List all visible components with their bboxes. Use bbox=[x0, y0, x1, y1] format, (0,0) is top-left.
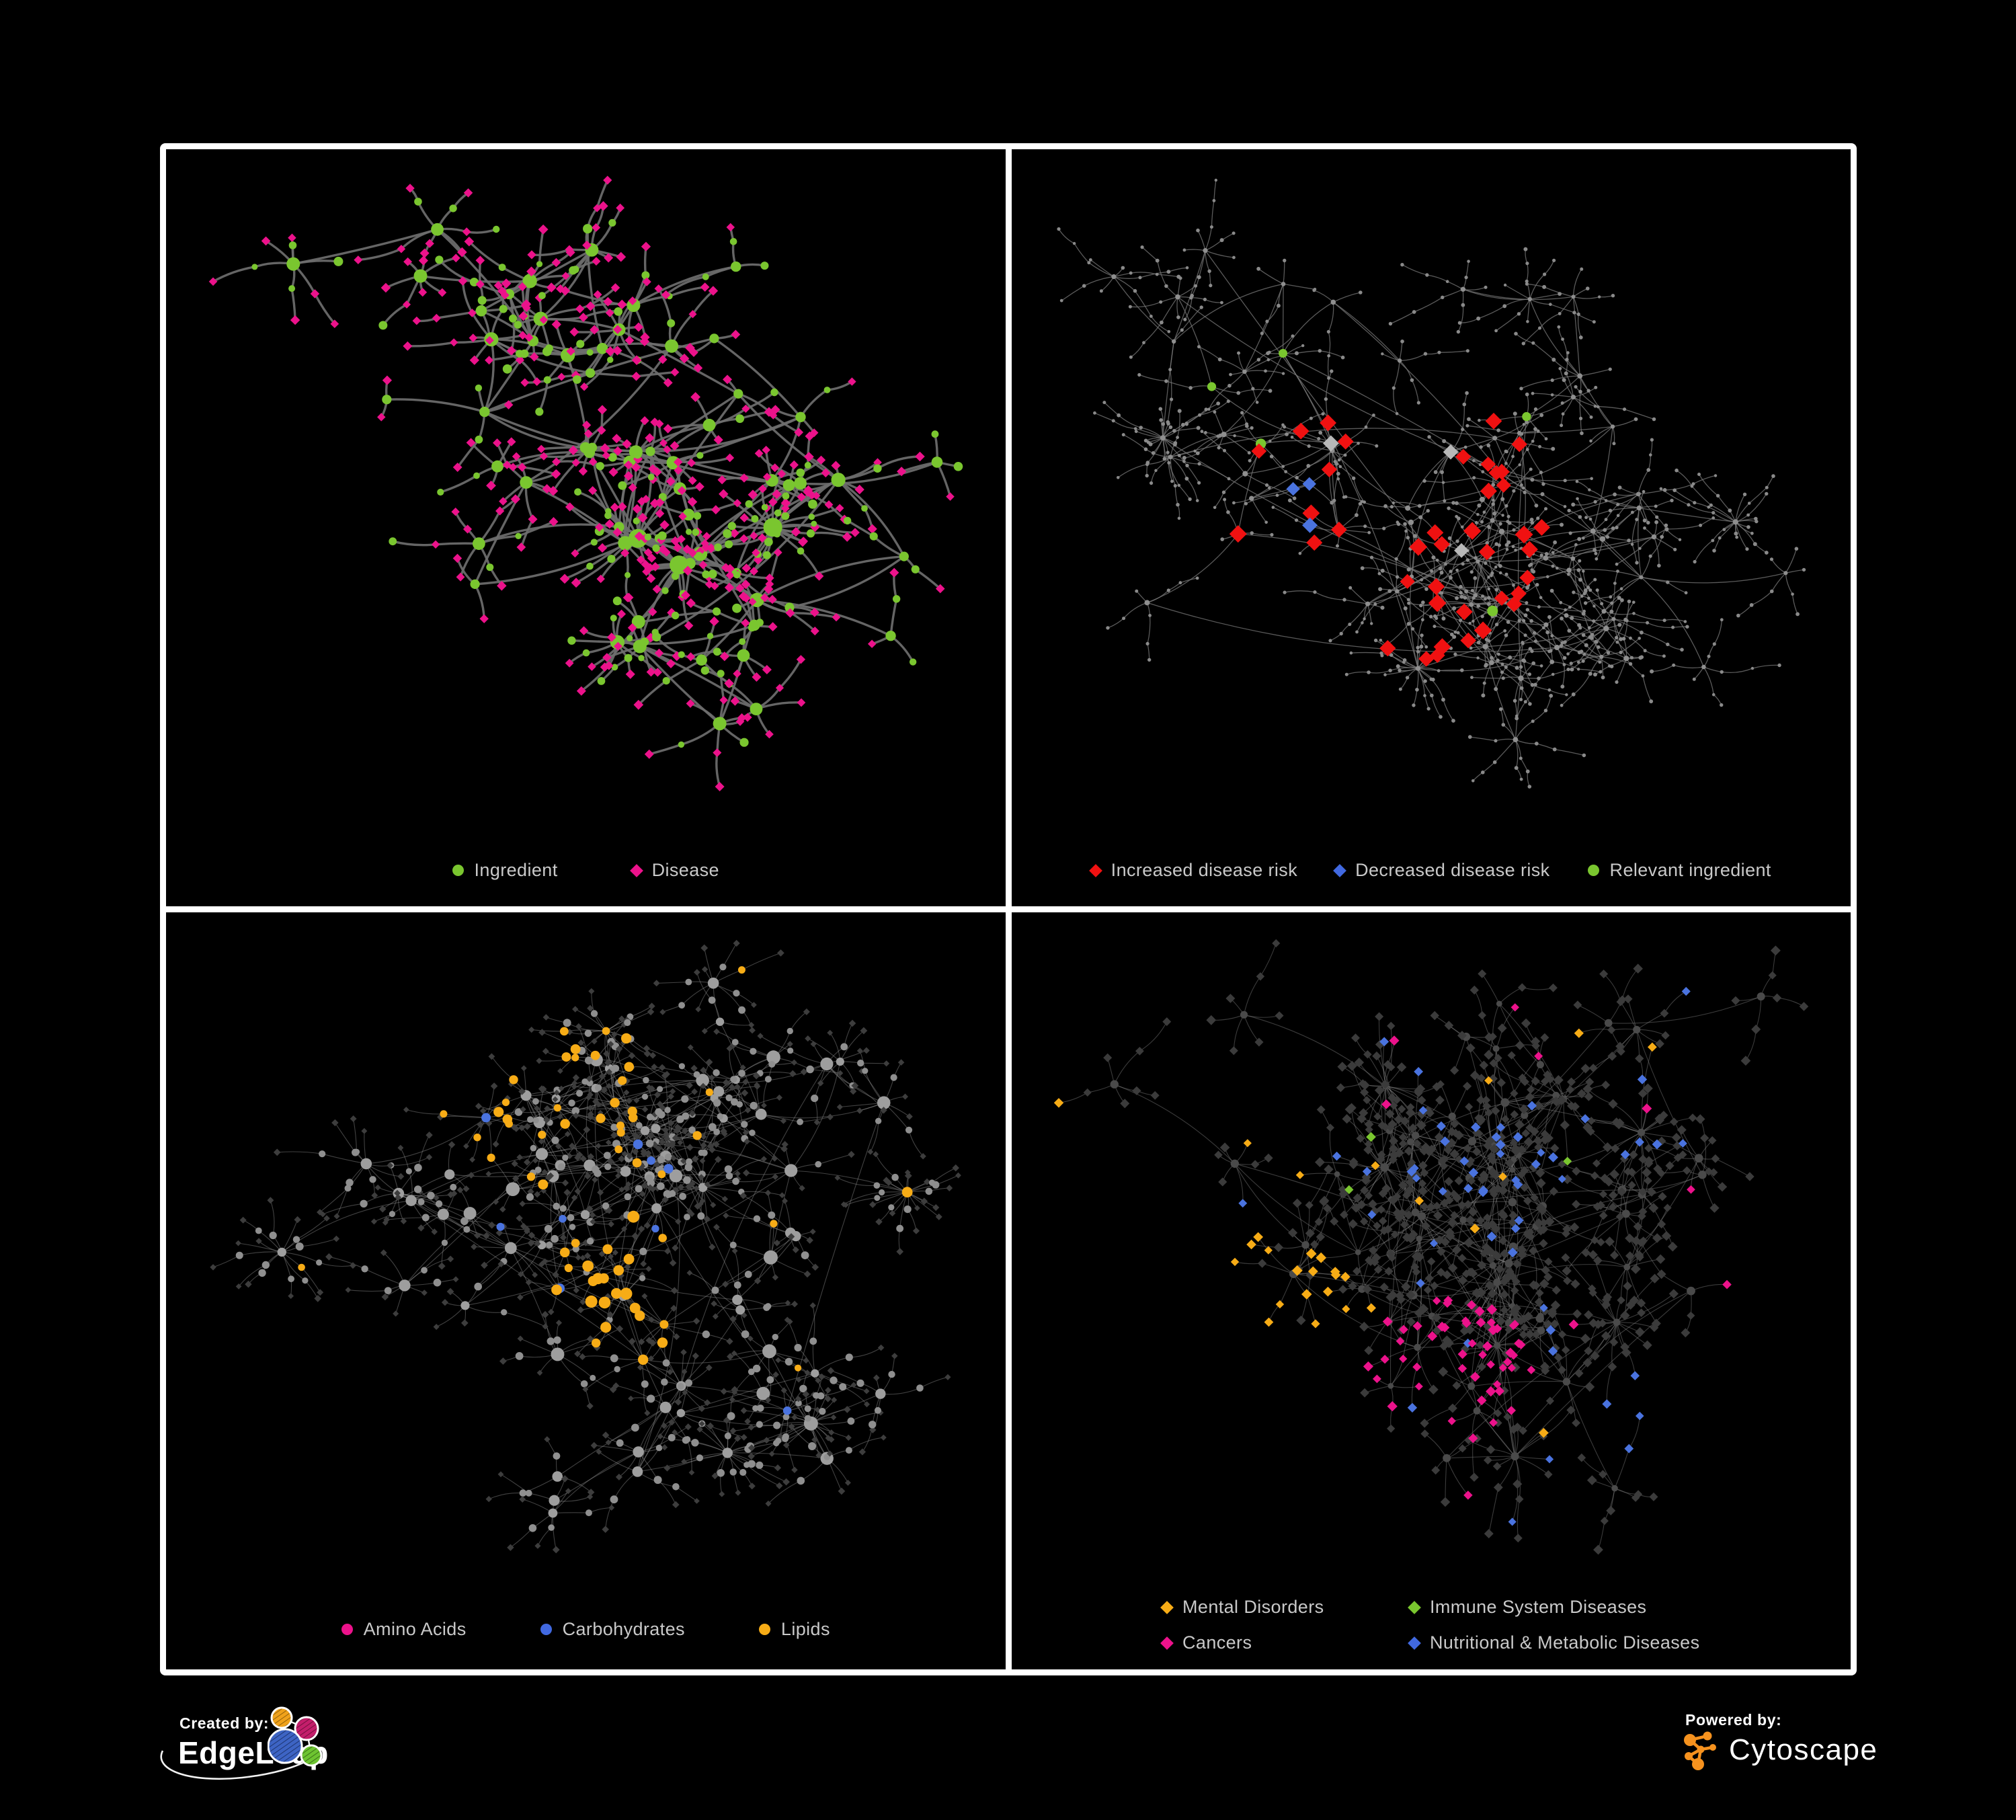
legend-item-nutritional-metabolic-diseases: Nutritional & Metabolic Diseases bbox=[1408, 1632, 1700, 1653]
legend-circle-icon bbox=[452, 865, 464, 876]
macronutrient-network-graph bbox=[210, 939, 961, 1554]
legend-macronutrients: Amino Acids Carbohydrates Lipids bbox=[166, 1619, 1006, 1640]
legend-item-amino-acids: Amino Acids bbox=[341, 1619, 467, 1640]
created-by-label: Created by: bbox=[179, 1714, 270, 1732]
powered-by-label: Powered by: bbox=[1685, 1711, 1782, 1729]
legend-label: Immune System Diseases bbox=[1430, 1597, 1647, 1617]
panel-ingredient-disease: Ingredient Disease bbox=[166, 149, 1006, 906]
legend-item-decreased-disease-risk: Decreased disease risk bbox=[1333, 860, 1550, 881]
legend-diamond-icon bbox=[1333, 863, 1347, 877]
legend-label: Mental Disorders bbox=[1182, 1597, 1324, 1617]
legend-circle-icon bbox=[341, 1624, 353, 1635]
disease-risk-network-graph bbox=[1056, 178, 1806, 789]
legend-item-mental-disorders: Mental Disorders bbox=[1160, 1597, 1410, 1618]
disease-category-network-graph bbox=[1053, 939, 1808, 1555]
legend-label: Ingredient bbox=[474, 860, 558, 880]
cytoscape-lockup: Cytoscape bbox=[1681, 1729, 1878, 1771]
legend-label: Disease bbox=[651, 860, 719, 880]
panel-disease-categories: Mental Disorders Immune System Diseases Ca… bbox=[1011, 912, 1851, 1669]
legend-item-immune-system-diseases: Immune System Diseases bbox=[1408, 1597, 1699, 1618]
legend-item-ingredient: Ingredient bbox=[452, 860, 558, 881]
legend-circle-icon bbox=[540, 1624, 552, 1635]
legend-item-increased-disease-risk: Increased disease risk bbox=[1088, 860, 1298, 881]
legend-item-lipids: Lipids bbox=[758, 1619, 830, 1640]
legend-item-relevant-ingredient: Relevant ingredient bbox=[1587, 860, 1771, 881]
legend-label: Nutritional & Metabolic Diseases bbox=[1430, 1632, 1700, 1653]
legend-diamond-icon bbox=[1088, 863, 1102, 877]
legend-disease-risk: Increased disease risk Decreased disease … bbox=[1012, 860, 1851, 881]
legend-label: Amino Acids bbox=[363, 1619, 467, 1639]
legend-diamond-icon bbox=[1160, 1636, 1174, 1650]
legend-item-cancers: Cancers bbox=[1160, 1632, 1410, 1653]
legend-diamond-icon bbox=[629, 863, 643, 877]
cytoscape-logo-icon bbox=[1684, 1731, 1716, 1770]
legend-circle-icon bbox=[758, 1624, 770, 1635]
legend-item-carbohydrates: Carbohydrates bbox=[540, 1619, 685, 1640]
legend-label: Lipids bbox=[780, 1619, 830, 1639]
legend-diamond-icon bbox=[1408, 1636, 1421, 1650]
legend-diamond-icon bbox=[1160, 1600, 1174, 1614]
legend-label: Cancers bbox=[1182, 1632, 1252, 1653]
ingredient-disease-network-graph bbox=[208, 175, 963, 791]
legend-disease-categories: Mental Disorders Immune System Diseases Ca… bbox=[1012, 1597, 1851, 1653]
legend-circle-icon bbox=[1587, 865, 1599, 876]
legend-label: Carbohydrates bbox=[562, 1619, 685, 1639]
legend-label: Relevant ingredient bbox=[1609, 860, 1771, 880]
panel-macronutrients: Amino Acids Carbohydrates Lipids bbox=[166, 912, 1006, 1669]
cytoscape-logo-text: Cytoscape bbox=[1729, 1733, 1878, 1766]
panel-disease-risk: Increased disease risk Decreased disease … bbox=[1011, 149, 1851, 906]
panel-grid: Ingredient Disease Increased disease risk… bbox=[160, 143, 1857, 1675]
legend-diamond-icon bbox=[1408, 1600, 1421, 1614]
edgeleap-logo-icon bbox=[268, 1706, 323, 1767]
legend-item-disease: Disease bbox=[629, 860, 719, 881]
legend-ingredient-disease: Ingredient Disease bbox=[166, 860, 1006, 881]
legend-label: Decreased disease risk bbox=[1355, 860, 1550, 880]
legend-label: Increased disease risk bbox=[1111, 860, 1298, 880]
